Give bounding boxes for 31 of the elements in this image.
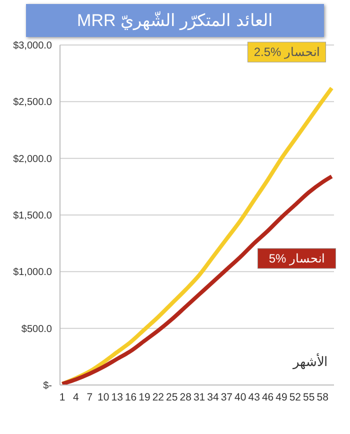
y-tick-label: $500.0 [21, 324, 52, 335]
x-tick-label: 34 [207, 391, 219, 404]
x-tick-label: 16 [124, 391, 137, 404]
y-tick-label: $- [43, 380, 52, 392]
x-tick-label: 4 [73, 391, 80, 404]
x-tick-label: 19 [138, 391, 150, 404]
x-tick-label: 25 [166, 391, 178, 404]
x-tick-label: 10 [98, 391, 110, 404]
series-label: 5% انحسار [268, 251, 325, 266]
y-tick-label: $3,000.0 [13, 40, 52, 52]
x-tick-label: 7 [86, 391, 93, 404]
x-axis-title: الأشهر [293, 354, 328, 369]
x-tick-label: 1 [59, 391, 66, 404]
x-tick-label: 31 [193, 391, 206, 404]
y-tick-label: $2,500.0 [13, 97, 52, 108]
x-tick-label: 49 [276, 391, 288, 404]
x-tick-label: 46 [262, 391, 274, 404]
x-tick-label: 22 [152, 391, 164, 404]
x-tick-label: 37 [220, 391, 233, 404]
x-tick-label: 58 [316, 391, 329, 404]
x-tick-label: 55 [303, 391, 315, 404]
x-tick-label: 43 [248, 391, 260, 404]
chart-title: العائد المتكرّر الشّهريّ MRR [26, 4, 324, 37]
text: 2.5% انحسار [254, 45, 320, 60]
x-tick-label: 40 [234, 391, 246, 404]
y-tick-label: $2,000.0 [13, 154, 52, 165]
x-tick-label: 52 [289, 391, 302, 404]
x-tick-label: 13 [111, 391, 124, 404]
y-tick-label: $1,500.0 [13, 210, 52, 222]
x-tick-label: 28 [180, 391, 192, 404]
y-tick-label: $1,000.0 [13, 267, 52, 278]
